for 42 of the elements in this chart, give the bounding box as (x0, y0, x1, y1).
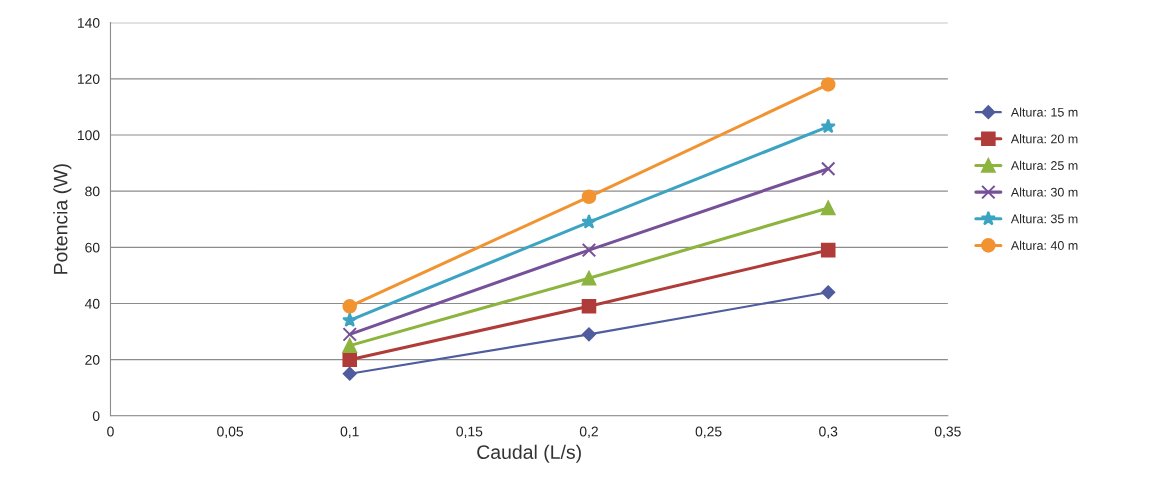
point (820, 242, 836, 258)
legend-label: Altura: 40 m (1010, 240, 1078, 250)
point (342, 366, 357, 381)
x-tick-label: 0,15 (456, 426, 483, 439)
legend-label: Altura: 35 m (1010, 214, 1078, 224)
point (820, 77, 836, 92)
point (342, 352, 358, 367)
x-axis-title: Caudal (L/s) (477, 444, 581, 463)
point (342, 299, 358, 314)
y-tick-label: 60 (85, 242, 100, 253)
legend-label: Altura: 15 m (1010, 107, 1078, 117)
x-tick-label: 0,35 (934, 426, 961, 439)
point (581, 189, 597, 205)
legend-label: Altura: 20 m (1010, 134, 1078, 144)
point (581, 299, 597, 314)
point (581, 270, 597, 286)
y-tick-label: 0 (92, 411, 100, 421)
point (582, 327, 596, 342)
y-tick-label: 40 (84, 298, 100, 309)
x-tick-label: 0,05 (217, 426, 244, 439)
y-tick-label: 20 (85, 354, 100, 365)
point (581, 214, 597, 229)
legend-label: Altura: 25 m (1010, 160, 1078, 170)
point (342, 327, 358, 342)
point (342, 338, 358, 353)
point (820, 161, 836, 176)
x-tick-label: 0,25 (695, 426, 722, 439)
point (581, 242, 597, 258)
legend-label: Altura: 30 m (1010, 187, 1078, 197)
x-tick-label: 0 (107, 426, 114, 437)
point (820, 200, 836, 216)
y-tick-label: 120 (77, 74, 100, 85)
y-tick-label: 80 (85, 186, 100, 197)
x-tick-label: 0,1 (340, 426, 359, 439)
point (820, 118, 836, 134)
point (821, 285, 836, 300)
y-tick-label: 100 (77, 130, 100, 141)
y-axis-title: Potencia (W) (53, 164, 72, 274)
x-tick-label: 0,2 (579, 426, 598, 439)
x-tick-label: 0,3 (819, 426, 838, 439)
point (342, 312, 358, 327)
y-tick-label: 140 (77, 18, 100, 28)
